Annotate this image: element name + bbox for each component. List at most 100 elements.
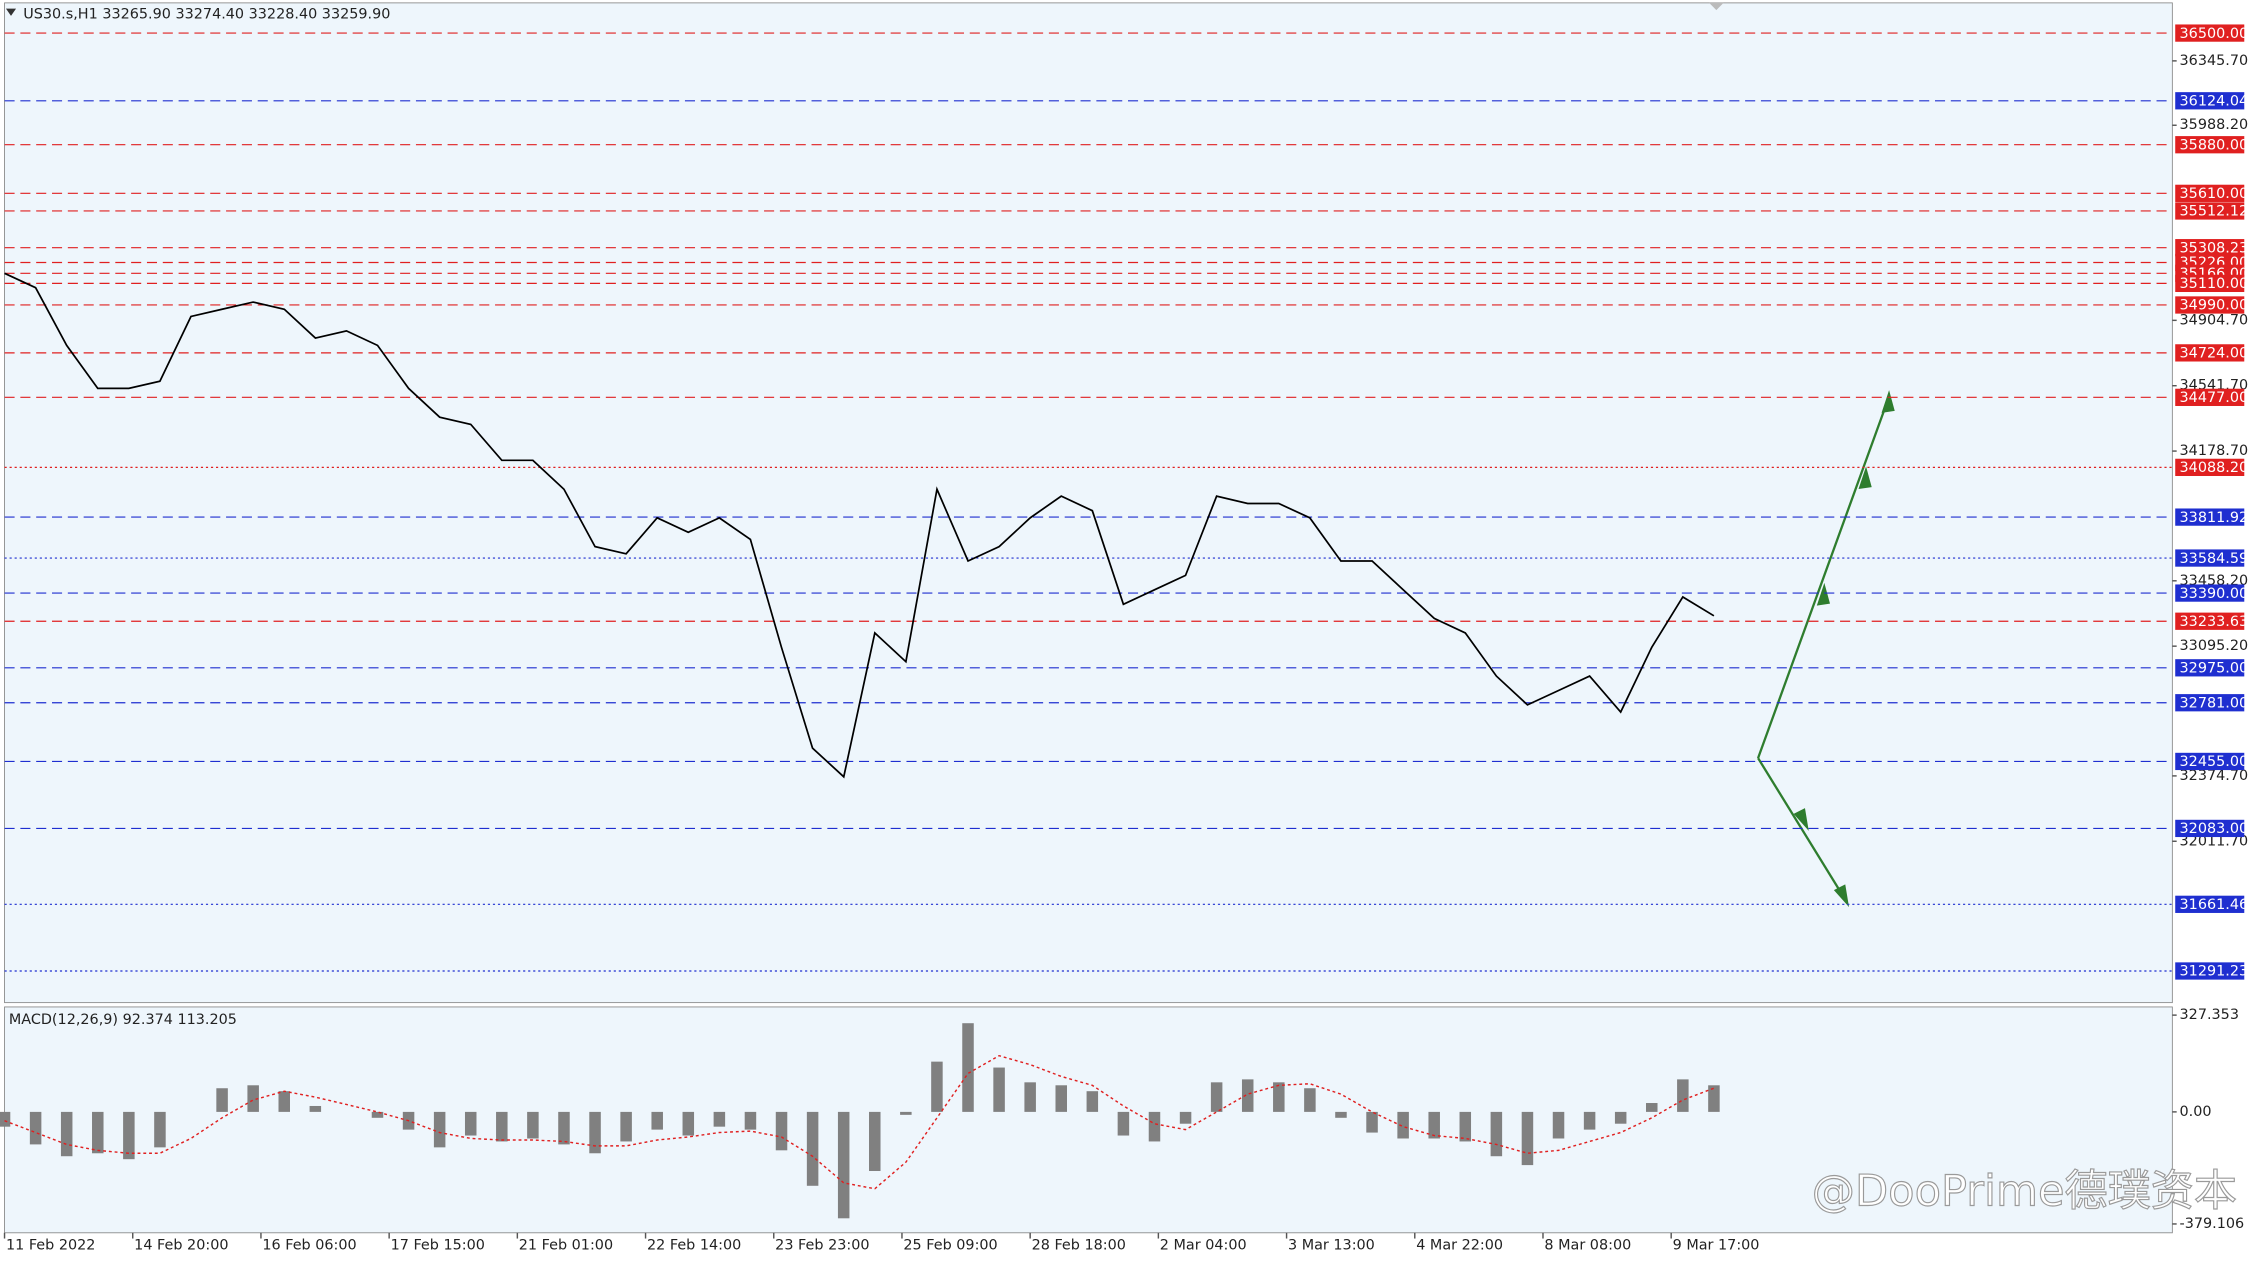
macd-bar <box>309 1105 322 1112</box>
collapse-icon <box>5 8 17 16</box>
macd-bar <box>216 1088 228 1112</box>
macd-bar <box>1552 1111 1565 1139</box>
forecast-arrows <box>1756 390 1895 908</box>
level-box <box>2175 895 2245 913</box>
level-box <box>2175 584 2245 602</box>
level-label: 34724.00 <box>2180 346 2249 362</box>
macd-bar <box>29 1111 42 1145</box>
level-label: 31291.23 <box>2180 964 2249 980</box>
level-label: 32455.00 <box>2180 754 2249 770</box>
level-label: 35610.00 <box>2180 186 2249 202</box>
x-tick-label: 22 Feb 14:00 <box>647 1238 741 1254</box>
level-label: 31661.46 <box>2180 897 2249 913</box>
macd-signal <box>4 1054 1715 1190</box>
macd-y-tick-label: -379.106 <box>2180 1216 2245 1232</box>
level-label: 36500.00 <box>2180 26 2249 42</box>
level-box <box>2175 962 2245 980</box>
macd-bar <box>1117 1111 1130 1136</box>
macd-bar <box>1335 1111 1347 1118</box>
macd-bar <box>1273 1082 1285 1112</box>
macd-bar <box>837 1111 850 1219</box>
macd-bar <box>713 1111 726 1127</box>
macd-bar <box>496 1111 508 1142</box>
level-label: 35110.00 <box>2180 276 2249 292</box>
macd-bar <box>1614 1111 1627 1124</box>
x-tick-label: 14 Feb 20:00 <box>134 1238 228 1254</box>
level-box <box>2175 549 2245 567</box>
x-tick-label: 4 Mar 22:00 <box>1416 1238 1503 1254</box>
macd-bar <box>931 1061 943 1112</box>
macd-bar <box>527 1111 539 1139</box>
y-tick-label: 35988.20 <box>2180 117 2249 133</box>
level-label: 32781.00 <box>2180 695 2249 711</box>
macd-bar <box>1210 1082 1223 1112</box>
macd-panel <box>4 1006 2173 1234</box>
macd-bar <box>993 1067 1005 1112</box>
macd-bar <box>1086 1091 1099 1112</box>
level-box <box>2175 508 2245 526</box>
macd-bar <box>869 1111 881 1172</box>
y-tick-label: 34904.70 <box>2180 312 2249 328</box>
macd-bar <box>1646 1103 1658 1112</box>
level-label: 33390.00 <box>2180 586 2249 602</box>
macd-bar <box>744 1111 757 1130</box>
level-label: 32083.00 <box>2180 821 2249 837</box>
macd-bar <box>1148 1111 1161 1142</box>
x-tick-label: 11 Feb 2022 <box>6 1238 95 1254</box>
macd-bar <box>1459 1111 1472 1142</box>
watermark: @DooPrime德璞资本 <box>1812 1166 2237 1216</box>
macd-bar <box>651 1111 663 1130</box>
macd-bar <box>1708 1085 1720 1112</box>
level-label: 34477.00 <box>2180 390 2249 406</box>
y-tick-label: 34178.70 <box>2180 443 2249 459</box>
x-tick-label: 28 Feb 18:00 <box>1032 1238 1126 1254</box>
x-tick-label: 8 Mar 08:00 <box>1544 1238 1631 1254</box>
level-box <box>2175 24 2245 42</box>
level-label: 35308.23 <box>2180 240 2249 256</box>
price-line <box>4 272 1715 779</box>
macd-bar <box>962 1023 974 1112</box>
macd-label: MACD(12,26,9) 92.374 113.205 <box>9 1012 237 1028</box>
arrow-head <box>1858 466 1872 490</box>
arrow-down <box>1757 757 1847 902</box>
level-label: 35880.00 <box>2180 137 2249 153</box>
price-panel <box>4 2 2173 1004</box>
x-tick-label: 9 Mar 17:00 <box>1673 1238 1760 1254</box>
level-box <box>2175 92 2245 110</box>
macd-bar <box>775 1111 788 1151</box>
macd-bar <box>1179 1111 1192 1124</box>
macd-bar <box>1055 1085 1068 1112</box>
macd-bar <box>1024 1082 1036 1112</box>
x-tick-label: 16 Feb 06:00 <box>262 1238 356 1254</box>
level-box <box>2175 296 2245 314</box>
macd-bar <box>154 1111 166 1148</box>
macd-bar <box>806 1111 819 1186</box>
level-box <box>2175 274 2245 293</box>
x-tick-label: 21 Feb 01:00 <box>519 1238 613 1254</box>
level-box <box>2175 612 2245 630</box>
y-tick-label: 32374.70 <box>2180 768 2249 784</box>
arrow-head <box>1816 582 1831 606</box>
chart-title: US30.s,H1 33265.90 33274.40 33228.40 332… <box>23 6 390 22</box>
arrow-up <box>1756 396 1891 759</box>
macd-bar <box>1583 1111 1596 1130</box>
x-tick-label: 23 Feb 23:00 <box>775 1238 869 1254</box>
arrow-head <box>1881 390 1895 413</box>
level-box <box>2175 136 2245 154</box>
x-tick-label: 17 Feb 15:00 <box>391 1238 485 1254</box>
level-box <box>2175 752 2245 771</box>
macd-y-tick-label: 0.00 <box>2180 1104 2212 1120</box>
x-tick-label: 25 Feb 09:00 <box>903 1238 997 1254</box>
macd-bar <box>433 1111 446 1148</box>
level-box <box>2175 202 2245 220</box>
arrow-head <box>1833 884 1850 908</box>
macd-bar <box>1397 1111 1409 1139</box>
macd-bar <box>92 1111 104 1154</box>
macd-bar <box>0 1111 11 1127</box>
arrow-head <box>1793 808 1809 831</box>
level-label: 36124.04 <box>2180 94 2249 110</box>
y-tick-label: 32011.70 <box>2180 833 2249 849</box>
x-tick-label: 3 Mar 13:00 <box>1288 1238 1375 1254</box>
